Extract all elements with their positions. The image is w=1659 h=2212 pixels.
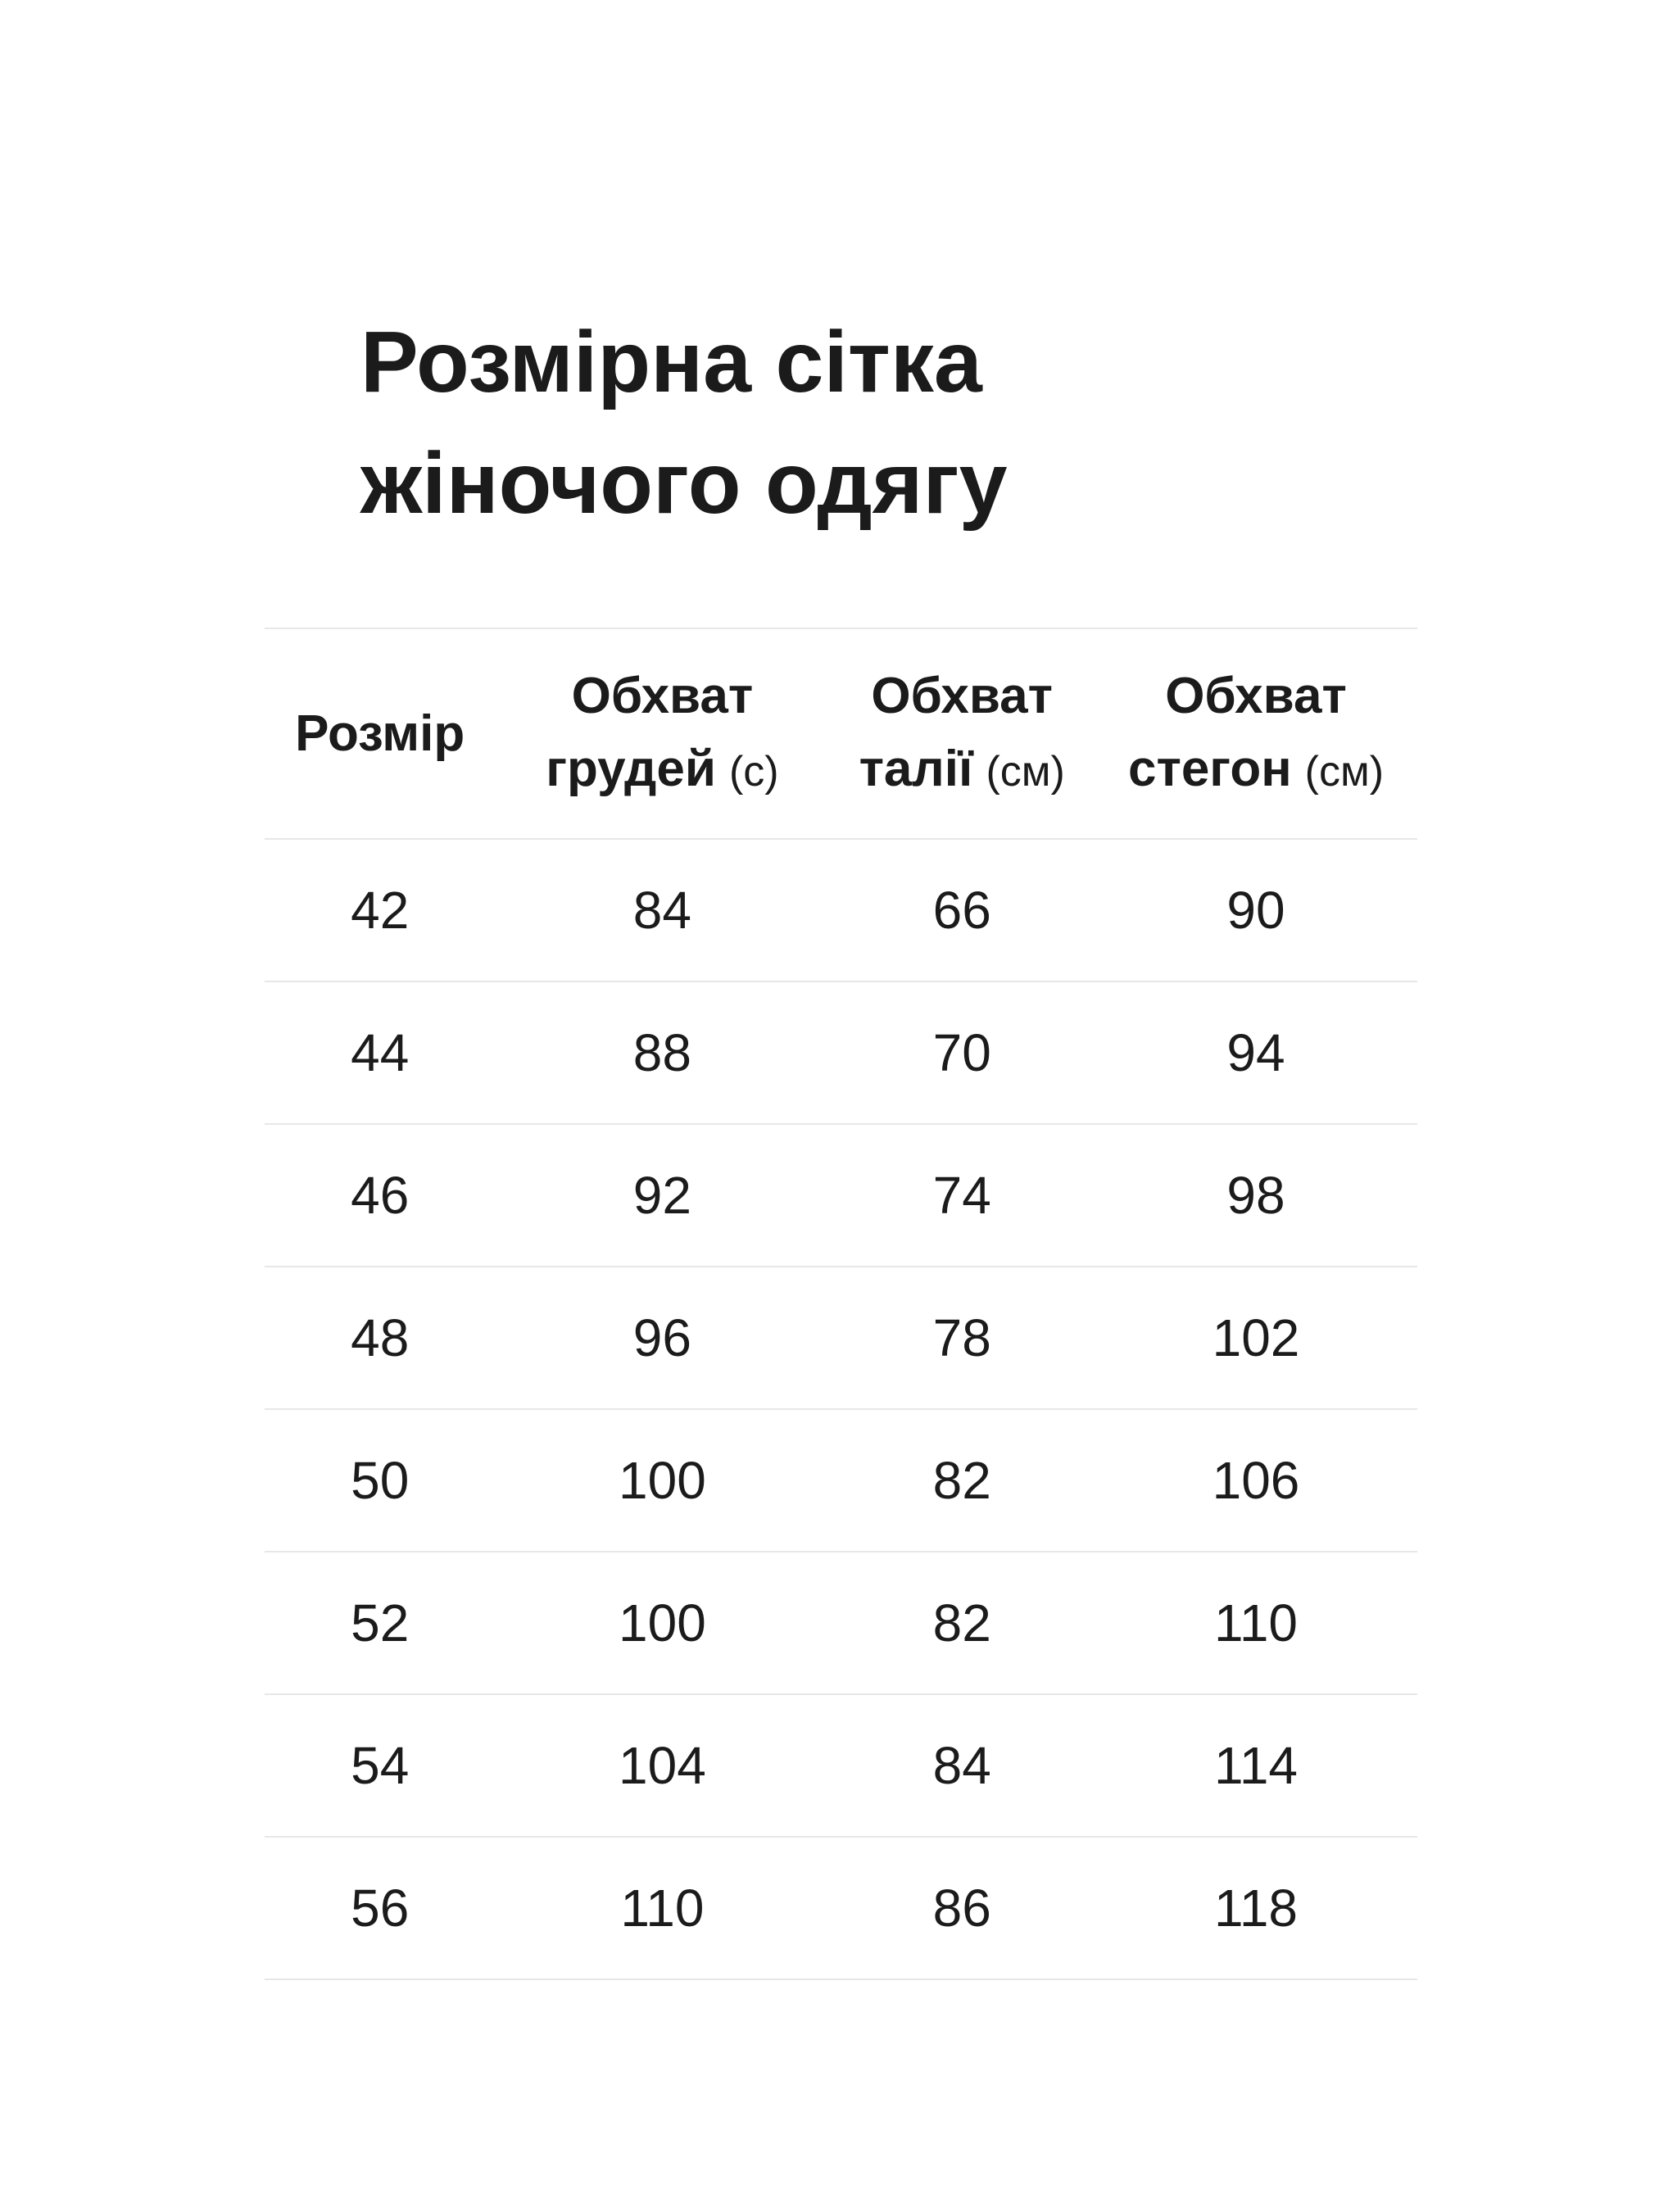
waist-cell: 82: [932, 1451, 991, 1510]
column-header-waist: Обхват талії (см): [859, 667, 1065, 797]
hips-cell: 114: [1213, 1736, 1299, 1795]
chest-cell: 100: [619, 1451, 706, 1510]
chest-cell: 96: [632, 1308, 691, 1367]
chest-cell: 110: [620, 1879, 705, 1938]
waist-cell: 70: [932, 1023, 991, 1082]
table-row: 54 104 84 114: [265, 1694, 1417, 1837]
table-row: 42 84 66 90: [265, 839, 1417, 981]
page-title-line2: жіночого одягу: [360, 435, 1008, 532]
size-cell: 44: [351, 1023, 410, 1082]
column-header-chest: Обхват грудей (с): [546, 667, 779, 797]
waist-cell: 84: [932, 1736, 991, 1795]
chest-cell: 104: [619, 1736, 706, 1795]
size-cell: 48: [351, 1308, 410, 1367]
waist-unit-label: (см): [986, 747, 1065, 796]
waist-cell: 78: [932, 1308, 991, 1367]
size-cell: 42: [351, 881, 410, 940]
chest-cell: 88: [632, 1023, 691, 1082]
hips-cell: 118: [1213, 1879, 1299, 1938]
hips-cell: 102: [1212, 1308, 1300, 1367]
waist-cell: 82: [932, 1593, 991, 1652]
size-cell: 56: [351, 1879, 410, 1938]
page-title-line1: Розмірна сітка: [360, 314, 982, 410]
chest-unit-label: (с): [728, 747, 779, 796]
page-title: Розмірна сітка жіночого одягу: [360, 301, 1008, 544]
table-row: 50 100 82 106: [265, 1409, 1417, 1552]
size-cell: 52: [351, 1593, 410, 1652]
table-row: 44 88 70 94: [265, 981, 1417, 1124]
table-row: 48 96 78 102: [265, 1267, 1417, 1409]
hips-unit-label: (см): [1304, 747, 1385, 796]
table-row: 52 100 82 110: [265, 1552, 1417, 1694]
size-cell: 50: [351, 1451, 410, 1510]
hips-cell: 90: [1226, 881, 1285, 940]
table-row: 46 92 74 98: [265, 1124, 1417, 1267]
hips-cell: 98: [1226, 1166, 1285, 1225]
waist-cell: 86: [932, 1879, 991, 1938]
table-header-row: Розмір Обхват грудей (с) Обхват талії (см)…: [265, 628, 1417, 839]
size-cell: 46: [351, 1166, 410, 1225]
column-header-hips: Обхват стегон (см): [1127, 667, 1385, 797]
hips-cell: 110: [1213, 1593, 1299, 1652]
hips-cell: 106: [1212, 1451, 1300, 1510]
chest-cell: 84: [632, 881, 691, 940]
chest-cell: 92: [632, 1166, 691, 1225]
column-header-size: Розмір: [295, 705, 465, 762]
chest-cell: 100: [619, 1593, 706, 1652]
waist-cell: 66: [932, 881, 991, 940]
size-chart-table: Розмір Обхват грудей (с) Обхват талії (см)…: [265, 628, 1417, 1980]
size-cell: 54: [351, 1736, 410, 1795]
table-row: 56 110 86 118: [265, 1837, 1417, 1979]
waist-cell: 74: [932, 1166, 991, 1225]
hips-cell: 94: [1226, 1023, 1285, 1082]
